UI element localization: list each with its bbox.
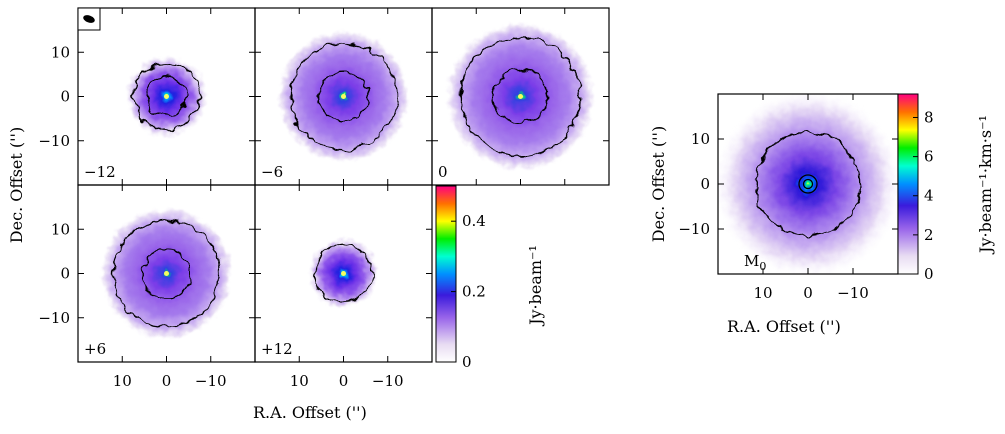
channel-label: +6 [84, 340, 106, 358]
moment-image [718, 94, 898, 274]
emission-peak [518, 94, 523, 99]
colorbar-tick-label: 0 [924, 265, 934, 283]
channel-map-grid: −12 −6 0 +6 +12 10 0 −10 10 0 −10 10 0 −10 10 0 −10 [38, 7, 610, 390]
contour [132, 62, 201, 131]
y-tick-label: 0 [700, 175, 710, 193]
x-tick-label: 10 [290, 372, 309, 390]
y-tick-label: −10 [678, 220, 710, 238]
right-y-axis-label: Dec. Offset ('') [649, 126, 668, 242]
contour [141, 248, 192, 299]
panel-image [307, 237, 380, 310]
colorbar-tick-label: 0.2 [462, 283, 486, 301]
channel-label: 0 [438, 163, 448, 181]
channel-label: −12 [84, 163, 116, 181]
contour [314, 244, 373, 303]
left-y-axis-label: Dec. Offset ('') [7, 127, 26, 243]
x-tick-label: −10 [195, 372, 227, 390]
left-x-axis-label: R.A. Offset ('') [253, 403, 367, 422]
moment-contour [798, 174, 818, 194]
colorbars: 0 0.2 0.4 0 2 4 6 8 [435, 93, 934, 371]
panel-image [277, 30, 410, 163]
x-tick-label: 10 [753, 284, 772, 302]
y-tick-label: 10 [51, 43, 70, 61]
colorbar-right [897, 93, 919, 275]
channel-panel: +12 [254, 184, 433, 363]
y-tick-label: 0 [60, 88, 70, 106]
right-colorbar-label: Jy·beam⁻¹·km·s⁻¹ [976, 115, 995, 255]
colorbar-tick-label: 2 [924, 226, 934, 244]
y-tick-label: 0 [60, 265, 70, 283]
contour [460, 36, 581, 157]
channel-panel: −12 [77, 7, 256, 186]
emission-peak [164, 271, 169, 276]
contour [289, 42, 398, 151]
colorbar-tick-label: 8 [924, 108, 934, 126]
channel-label: −6 [261, 163, 283, 181]
beam-ellipse [83, 15, 95, 23]
y-tick-label: 10 [51, 220, 70, 238]
emission-peak [341, 94, 346, 99]
x-tick-label: −10 [837, 284, 869, 302]
moment-label: M0 [744, 252, 766, 273]
colorbar-left [435, 185, 457, 363]
moment-zero-map: 10 10 0 0 −10 −10 [678, 93, 899, 302]
contour [318, 71, 369, 122]
channel-label: +12 [261, 340, 293, 358]
panel-image [125, 55, 208, 138]
x-tick-label: 0 [162, 372, 172, 390]
colorbar-tick-label: 0.4 [462, 212, 486, 230]
colorbar-tick-label: 4 [924, 187, 934, 205]
contour [493, 69, 548, 124]
emission-peak [164, 94, 169, 99]
left-colorbar-label: Jy·beam⁻¹ [526, 245, 545, 327]
x-tick-label: 10 [113, 372, 132, 390]
colorbar-tick-label: 6 [924, 148, 934, 166]
x-tick-label: −10 [372, 372, 404, 390]
x-tick-label: 0 [803, 284, 813, 302]
y-tick-label: −10 [38, 309, 70, 327]
emission-peak [341, 271, 346, 276]
panel-image [445, 21, 596, 172]
colorbar-tick-label: 0 [462, 353, 472, 371]
channel-panel: 0 [431, 7, 610, 186]
channel-panel: −6 [254, 7, 433, 186]
panel-image [100, 207, 233, 340]
moment-contour [802, 178, 814, 190]
moment-emission [718, 94, 898, 274]
contour [112, 219, 221, 328]
y-tick-label: −10 [38, 132, 70, 150]
y-tick-label: 10 [691, 130, 710, 148]
contour [145, 75, 188, 118]
right-x-axis-label: R.A. Offset ('') [727, 317, 841, 336]
moment-contour [755, 131, 861, 237]
x-tick-label: 0 [339, 372, 349, 390]
channel-panel: +6 [77, 184, 256, 363]
